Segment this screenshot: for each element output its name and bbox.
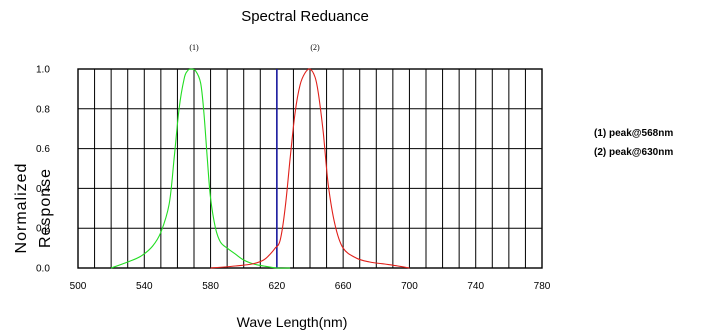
y-tick-label: 0.4 <box>36 184 50 195</box>
peak-label-1: (1) <box>189 43 199 52</box>
y-tick-label: 0.6 <box>36 144 50 155</box>
series-line-2 <box>210 68 410 269</box>
y-tick-label: 0.8 <box>36 104 50 115</box>
x-tick-label: 700 <box>401 281 418 292</box>
series-line-1 <box>110 68 291 269</box>
x-tick-label: 740 <box>467 281 484 292</box>
y-tick-label: 0.0 <box>36 264 50 275</box>
legend: (1) peak@568nm (2) peak@630nm <box>594 128 673 158</box>
x-tick-label: 500 <box>70 281 87 292</box>
x-tick-label: 660 <box>335 281 352 292</box>
y-axis-ticks: 0.0 0.2 0.4 0.6 0.8 1.0 <box>36 65 50 275</box>
x-tick-label: 620 <box>269 281 286 292</box>
x-tick-label: 580 <box>202 281 219 292</box>
y-axis-label-line1: Normalized <box>13 163 30 254</box>
x-tick-label: 540 <box>136 281 153 292</box>
legend-item-2: (2) peak@630nm <box>594 147 673 158</box>
chart-title: Spectral Reduance <box>241 8 369 25</box>
series-lines <box>110 68 410 269</box>
plot-grid <box>77 68 543 269</box>
y-tick-label: 0.2 <box>36 224 50 235</box>
y-axis-label-line2: Response <box>37 168 54 248</box>
y-tick-label: 1.0 <box>36 65 50 76</box>
x-tick-label: 780 <box>534 281 551 292</box>
x-axis-ticks: 500 540 580 620 660 700 740 780 <box>70 281 551 292</box>
legend-item-1: (1) peak@568nm <box>594 128 673 139</box>
peak-label-2: (2) <box>310 43 320 52</box>
y-axis-label: Normalized Response <box>13 163 54 254</box>
x-axis-label: Wave Length(nm) <box>237 314 348 330</box>
